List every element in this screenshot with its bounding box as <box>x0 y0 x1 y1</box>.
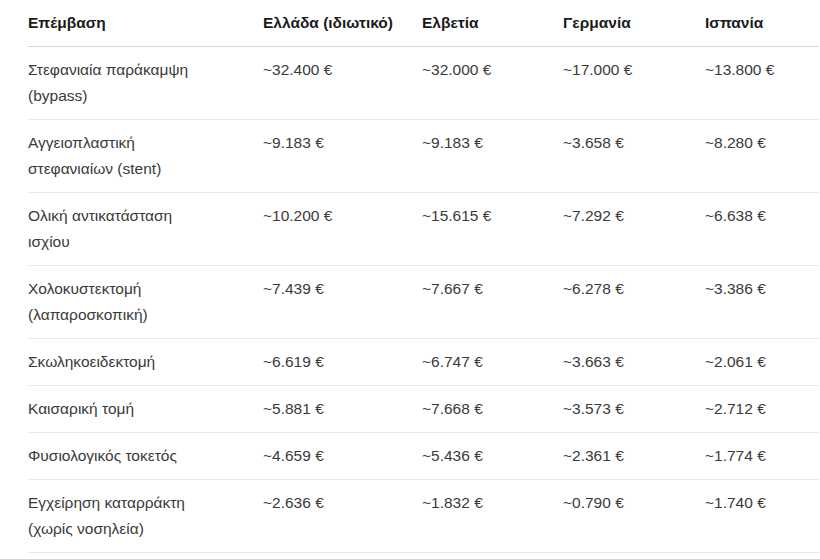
cost-cell-switzerland: ~5.436 € <box>422 433 563 480</box>
cost-cell-spain: ~6.638 € <box>705 193 819 266</box>
cost-cell-spain: ~13.800 € <box>705 47 819 120</box>
table-row: Καισαρική τομή ~5.881 € ~7.668 € ~3.573 … <box>28 386 819 433</box>
cost-cell-greece: ~4.659 € <box>263 433 422 480</box>
table-container: Επέμβαση Ελλάδα (ιδιωτικό) Ελβετία Γερμα… <box>0 0 820 553</box>
table-body: Στεφανιαία παράκαμψη (bypass) ~32.400 € … <box>28 47 819 553</box>
column-header-greece-private: Ελλάδα (ιδιωτικό) <box>263 0 422 47</box>
cost-cell-spain: ~2.061 € <box>705 339 819 386</box>
cost-cell-greece: ~9.183 € <box>263 120 422 193</box>
procedure-cell: Σκωληκοειδεκτομή <box>28 339 263 386</box>
table-row: Στεφανιαία παράκαμψη (bypass) ~32.400 € … <box>28 47 819 120</box>
cost-cell-greece: ~10.200 € <box>263 193 422 266</box>
procedure-cell: Εγχείρηση καταρράκτη (χωρίς νοσηλεία) <box>28 480 263 553</box>
cost-cell-switzerland: ~9.183 € <box>422 120 563 193</box>
table-row: Φυσιολογικός τοκετός ~4.659 € ~5.436 € ~… <box>28 433 819 480</box>
cost-cell-germany: ~7.292 € <box>563 193 705 266</box>
cost-cell-switzerland: ~7.667 € <box>422 266 563 339</box>
procedure-cell: Αγγειοπλαστική στεφανιαίων (stent) <box>28 120 263 193</box>
table-header: Επέμβαση Ελλάδα (ιδιωτικό) Ελβετία Γερμα… <box>28 0 819 47</box>
procedure-cell: Φυσιολογικός τοκετός <box>28 433 263 480</box>
cost-cell-germany: ~2.361 € <box>563 433 705 480</box>
table-row: Εγχείρηση καταρράκτη (χωρίς νοσηλεία) ~2… <box>28 480 819 553</box>
cost-cell-germany: ~17.000 € <box>563 47 705 120</box>
table-row: Ολική αντικατάσταση ισχίου ~10.200 € ~15… <box>28 193 819 266</box>
cost-cell-spain: ~3.386 € <box>705 266 819 339</box>
table-row: Χολοκυστεκτομή (λαπαροσκοπική) ~7.439 € … <box>28 266 819 339</box>
cost-cell-switzerland: ~1.832 € <box>422 480 563 553</box>
column-header-spain: Ισπανία <box>705 0 819 47</box>
cost-cell-greece: ~7.439 € <box>263 266 422 339</box>
cost-cell-greece: ~32.400 € <box>263 47 422 120</box>
cost-cell-germany: ~3.658 € <box>563 120 705 193</box>
cost-cell-spain: ~8.280 € <box>705 120 819 193</box>
procedure-cell: Χολοκυστεκτομή (λαπαροσκοπική) <box>28 266 263 339</box>
cost-cell-spain: ~2.712 € <box>705 386 819 433</box>
cost-cell-germany: ~0.790 € <box>563 480 705 553</box>
cost-cell-switzerland: ~6.747 € <box>422 339 563 386</box>
cost-cell-spain: ~1.740 € <box>705 480 819 553</box>
cost-cell-germany: ~3.573 € <box>563 386 705 433</box>
column-header-switzerland: Ελβετία <box>422 0 563 47</box>
procedure-cell: Καισαρική τομή <box>28 386 263 433</box>
procedure-cell: Στεφανιαία παράκαμψη (bypass) <box>28 47 263 120</box>
cost-cell-greece: ~2.636 € <box>263 480 422 553</box>
column-header-germany: Γερμανία <box>563 0 705 47</box>
cost-cell-greece: ~6.619 € <box>263 339 422 386</box>
column-header-procedure: Επέμβαση <box>28 0 263 47</box>
cost-cell-switzerland: ~7.668 € <box>422 386 563 433</box>
cost-comparison-table: Επέμβαση Ελλάδα (ιδιωτικό) Ελβετία Γερμα… <box>28 0 819 553</box>
table-row: Σκωληκοειδεκτομή ~6.619 € ~6.747 € ~3.66… <box>28 339 819 386</box>
cost-cell-germany: ~3.663 € <box>563 339 705 386</box>
procedure-cell: Ολική αντικατάσταση ισχίου <box>28 193 263 266</box>
cost-cell-spain: ~1.774 € <box>705 433 819 480</box>
header-row: Επέμβαση Ελλάδα (ιδιωτικό) Ελβετία Γερμα… <box>28 0 819 47</box>
cost-cell-germany: ~6.278 € <box>563 266 705 339</box>
cost-cell-switzerland: ~15.615 € <box>422 193 563 266</box>
cost-cell-switzerland: ~32.000 € <box>422 47 563 120</box>
table-row: Αγγειοπλαστική στεφανιαίων (stent) ~9.18… <box>28 120 819 193</box>
cost-cell-greece: ~5.881 € <box>263 386 422 433</box>
